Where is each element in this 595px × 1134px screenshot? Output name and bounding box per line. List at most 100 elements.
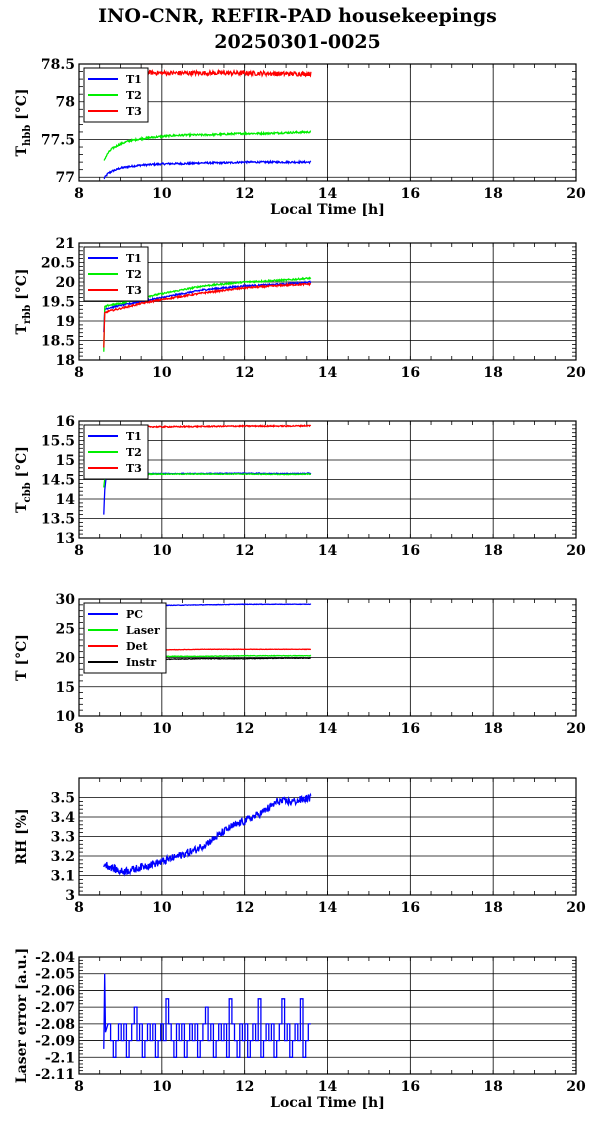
x-tick-label: 12 bbox=[235, 365, 254, 381]
y-tick-label: 14.5 bbox=[41, 473, 75, 489]
x-tick-label: 12 bbox=[235, 900, 254, 916]
x-tick-label: 18 bbox=[483, 721, 502, 737]
y-tick-label: -2.06 bbox=[35, 983, 75, 999]
y-axis-title: Laser error [a.u.] bbox=[14, 948, 30, 1083]
x-tick-label: 16 bbox=[401, 543, 420, 559]
x-tick-label: 8 bbox=[74, 1079, 84, 1095]
x-tick-label: 18 bbox=[483, 186, 502, 202]
x-tick-label: 8 bbox=[74, 186, 84, 202]
x-tick-label: 16 bbox=[401, 186, 420, 202]
y-tick-label: -2.11 bbox=[35, 1067, 75, 1083]
x-tick-label: 20 bbox=[566, 1079, 586, 1095]
legend-label: T2 bbox=[126, 268, 142, 281]
x-tick-label: 10 bbox=[152, 543, 172, 559]
x-tick-label: 14 bbox=[318, 900, 338, 916]
y-tick-label: -2.04 bbox=[35, 950, 75, 966]
legend: T1 T2 T3 bbox=[83, 67, 149, 123]
y-tick-label: -2.05 bbox=[35, 967, 75, 983]
y-tick-label: 3.3 bbox=[51, 830, 75, 846]
y-tick-label: 14 bbox=[56, 492, 76, 508]
x-tick-label: 16 bbox=[401, 900, 420, 916]
legend-label: Instr bbox=[126, 656, 156, 669]
y-axis-title: Thbb [°C] bbox=[14, 89, 33, 157]
x-tick-label: 18 bbox=[483, 365, 502, 381]
x-tick-label: 10 bbox=[152, 1079, 172, 1095]
x-tick-label: 20 bbox=[566, 365, 586, 381]
y-tick-label: 3.1 bbox=[51, 869, 75, 885]
y-tick-label: 16 bbox=[56, 414, 75, 430]
y-tick-label: 3.5 bbox=[51, 791, 75, 807]
plot-frame bbox=[78, 242, 577, 361]
legend-label: T1 bbox=[126, 430, 142, 443]
plot-frame bbox=[78, 63, 577, 182]
x-tick-label: 12 bbox=[235, 186, 254, 202]
y-tick-label: 20 bbox=[56, 275, 76, 291]
y-tick-label: 19.5 bbox=[41, 295, 75, 311]
y-tick-label: 3.4 bbox=[51, 810, 76, 826]
chart-panel-6: 8 10 12 14 16 18 20-2.11-2.1-2.09-2.08-2.07-2.… bbox=[14, 948, 586, 1111]
y-tick-label: 20 bbox=[56, 651, 76, 667]
y-axis-title: T [°C] bbox=[14, 634, 30, 681]
x-tick-label: 12 bbox=[235, 1079, 254, 1095]
y-tick-label: -2.09 bbox=[35, 1034, 75, 1050]
legend-label: T3 bbox=[126, 105, 142, 118]
y-axis-title: Trbb [°C] bbox=[14, 269, 33, 335]
y-axis-title: RH [%] bbox=[14, 808, 30, 864]
y-tick-label: 10 bbox=[56, 709, 76, 725]
x-tick-label: 14 bbox=[318, 1079, 338, 1095]
chart-subtitle: 20250301-0025 bbox=[214, 31, 381, 53]
x-axis-title: Local Time [h] bbox=[270, 202, 385, 218]
series-line-t1 bbox=[103, 280, 312, 333]
series-line-t3 bbox=[103, 282, 312, 348]
x-tick-label: 14 bbox=[318, 186, 338, 202]
x-tick-label: 18 bbox=[483, 1079, 502, 1095]
x-tick-label: 10 bbox=[152, 721, 172, 737]
x-tick-label: 20 bbox=[566, 721, 586, 737]
x-tick-label: 20 bbox=[566, 543, 586, 559]
plot-frame bbox=[78, 956, 577, 1075]
y-tick-label: 3.2 bbox=[51, 849, 75, 865]
y-tick-label: 19 bbox=[56, 314, 75, 330]
x-tick-label: 10 bbox=[152, 900, 172, 916]
legend-label: T1 bbox=[126, 252, 142, 265]
series-line-data bbox=[103, 792, 312, 877]
plot-frame bbox=[78, 777, 577, 896]
y-tick-label: 13.5 bbox=[41, 512, 75, 528]
x-tick-label: 18 bbox=[483, 900, 502, 916]
y-tick-label: 13 bbox=[56, 531, 75, 547]
x-tick-label: 12 bbox=[235, 543, 254, 559]
x-tick-label: 8 bbox=[74, 543, 84, 559]
x-axis-title: Local Time [h] bbox=[270, 1095, 385, 1111]
y-tick-label: 78.5 bbox=[41, 57, 75, 73]
y-tick-label: 30 bbox=[56, 592, 76, 608]
x-tick-label: 20 bbox=[566, 186, 586, 202]
plot-frame bbox=[78, 598, 577, 717]
chart-panel-3: 8 10 12 14 16 18 20 13 13.5 14 14.5 15 15.5 16 Tcbb [°… bbox=[14, 414, 586, 559]
y-tick-label: 20.5 bbox=[41, 256, 75, 272]
x-tick-label: 10 bbox=[152, 186, 172, 202]
x-tick-label: 14 bbox=[318, 365, 338, 381]
legend-label: Det bbox=[126, 640, 149, 653]
y-tick-label: -2.1 bbox=[45, 1050, 75, 1066]
y-tick-label: 77.5 bbox=[41, 132, 75, 148]
legend-label: T3 bbox=[126, 462, 142, 475]
x-tick-label: 12 bbox=[235, 721, 254, 737]
legend-label: T2 bbox=[126, 446, 142, 459]
y-tick-label: 21 bbox=[56, 236, 75, 252]
legend-label: T2 bbox=[126, 89, 142, 102]
y-axis-title: Tcbb [°C] bbox=[14, 446, 33, 513]
legend-label: T3 bbox=[126, 284, 142, 297]
chart-panel-2: 8 10 12 14 16 18 20 18 18.5 19 19.5 20 20.5 21 Trbb [°… bbox=[14, 236, 586, 381]
x-tick-label: 20 bbox=[566, 900, 586, 916]
x-tick-label: 16 bbox=[401, 1079, 420, 1095]
series-line-t1 bbox=[103, 159, 312, 180]
y-tick-label: 15 bbox=[56, 453, 75, 469]
x-tick-label: 16 bbox=[401, 721, 420, 737]
legend-label: T1 bbox=[126, 73, 142, 86]
y-tick-label: 25 bbox=[56, 621, 75, 637]
series-line-t2 bbox=[103, 129, 312, 161]
y-tick-label: 3 bbox=[65, 888, 75, 904]
y-tick-label: 15 bbox=[56, 680, 75, 696]
x-tick-label: 10 bbox=[152, 365, 172, 381]
